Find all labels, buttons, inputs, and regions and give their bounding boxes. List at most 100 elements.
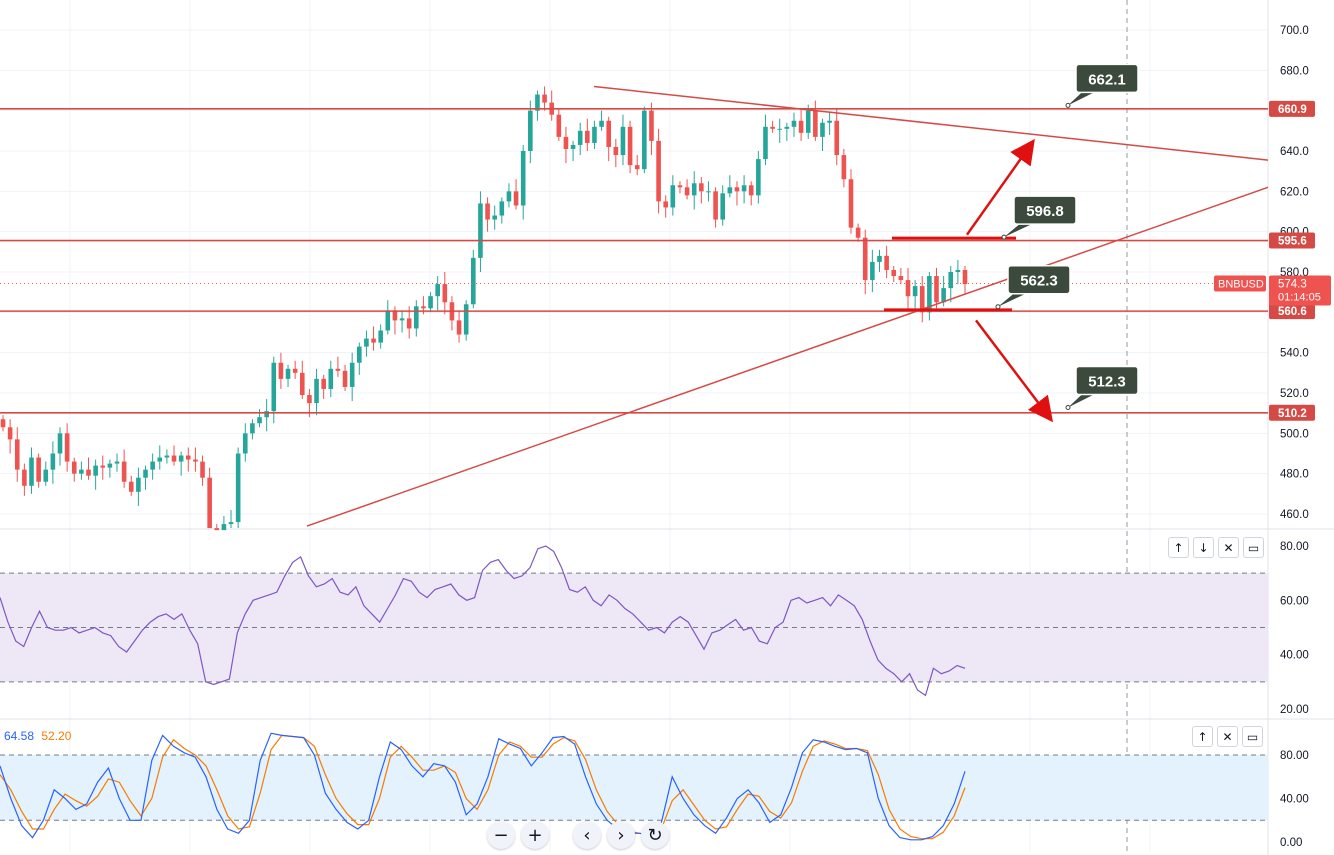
candle-body: [107, 463, 113, 468]
candle-body: [22, 469, 27, 486]
candle-body: [570, 144, 576, 149]
stoch-panel-buttons: ↑ ✕ ▭: [1192, 726, 1263, 747]
candle-body: [285, 368, 291, 379]
candle-body: [242, 433, 248, 454]
candle-body: [150, 461, 155, 470]
close-icon[interactable]: ✕: [1217, 726, 1238, 747]
candle-body: [535, 94, 540, 111]
rsi-tick-label: 20.00: [1280, 704, 1309, 716]
callout-dot: [1065, 405, 1071, 411]
candle-body: [727, 187, 733, 194]
price-tick-label: 480.0: [1280, 469, 1309, 481]
candle-body: [784, 126, 790, 129]
candle-body: [948, 272, 954, 289]
scroll-forward-button[interactable]: ›: [607, 821, 635, 849]
candle-body: [278, 362, 284, 379]
candle-body: [805, 110, 811, 133]
candle-body: [221, 524, 227, 531]
candle-body: [463, 304, 469, 335]
level-price-badge: [1269, 100, 1315, 117]
callout-pointer: [1068, 90, 1098, 106]
candle-body: [349, 362, 355, 387]
stoch-tick-label: 0.00: [1280, 837, 1302, 849]
candle-body: [841, 155, 847, 180]
rsi-tick-label: 60.00: [1280, 595, 1309, 607]
callout-pointer: [1004, 222, 1036, 238]
candle-body: [207, 477, 212, 529]
stoch-tick-label: 80.00: [1280, 750, 1309, 762]
scroll-back-button[interactable]: ‹: [573, 821, 601, 849]
level-price-label: 595.6: [1278, 236, 1307, 248]
zoom-in-button[interactable]: +: [521, 821, 549, 849]
arrow-up-icon[interactable]: ↑: [1168, 537, 1189, 558]
callout-label: 562.3: [1020, 273, 1058, 290]
candle-body: [798, 120, 804, 133]
symbol-badge: [1214, 275, 1266, 292]
candle-body: [71, 461, 77, 474]
candle-body: [257, 417, 262, 424]
candle-body: [328, 368, 334, 389]
candle-body: [563, 136, 569, 149]
callout-dot: [1065, 102, 1071, 108]
candle-body: [235, 453, 241, 523]
candle-body: [378, 330, 383, 343]
candle-body: [898, 276, 904, 281]
arrow-up-icon[interactable]: ↑: [1192, 726, 1213, 747]
candle-body: [143, 469, 148, 478]
callouts: 662.1 596.8 562.3 512.3: [995, 63, 1139, 411]
candle-body: [634, 165, 640, 170]
candle-body: [870, 261, 875, 281]
level-price-label: 510.2: [1278, 408, 1307, 420]
candle-body: [777, 128, 783, 130]
candle-body: [121, 461, 127, 482]
callout-pointer: [1068, 392, 1098, 408]
candle-body: [471, 257, 476, 305]
candle-body: [185, 455, 191, 460]
stoch-lines: [0, 732, 966, 841]
candle-body: [342, 370, 348, 387]
maximize-icon[interactable]: ▭: [1243, 537, 1264, 558]
candle-body: [228, 522, 234, 525]
arrows: [965, 138, 1054, 423]
reset-button[interactable]: ↻: [641, 821, 669, 849]
price-tick-label: 500.0: [1280, 428, 1309, 440]
candle-body: [456, 320, 462, 335]
level-price-badge: [1269, 232, 1315, 249]
candle-body: [520, 151, 526, 206]
candle-body: [499, 201, 505, 216]
price-tick-label: 520.0: [1280, 388, 1309, 400]
candle-body: [670, 185, 676, 208]
candle-body: [912, 286, 918, 297]
candle-body: [620, 126, 626, 156]
candle-body: [962, 269, 968, 285]
maximize-icon[interactable]: ▭: [1242, 726, 1263, 747]
candle-body: [763, 126, 768, 160]
down-arrow: [975, 319, 1054, 423]
candle-body: [0, 419, 6, 428]
candle-body: [855, 227, 861, 238]
stoch-d-value: 52.20: [41, 729, 72, 743]
callout-pointer: [998, 291, 1030, 307]
candle-body: [691, 183, 697, 196]
candle-body: [478, 203, 483, 258]
candle-body: [14, 439, 20, 470]
candle-body: [706, 191, 711, 193]
candle-body: [862, 237, 868, 281]
candle-body: [891, 269, 897, 277]
stoch-k-line: [0, 732, 966, 841]
candle-body: [43, 469, 49, 482]
rsi-tick-label: 40.00: [1280, 650, 1309, 662]
stoch-legend: 64.58 52.20: [4, 729, 71, 743]
arrow-down-icon[interactable]: ↓: [1193, 537, 1214, 558]
close-icon[interactable]: ✕: [1218, 537, 1239, 558]
price-tick-label: 640.0: [1280, 146, 1309, 158]
candle-body: [506, 191, 512, 202]
candle-body: [385, 310, 391, 331]
candle-body: [29, 457, 34, 486]
candle-body: [7, 427, 13, 440]
candle-body: [321, 378, 326, 389]
zoom-out-button[interactable]: −: [487, 821, 515, 849]
candle-body: [813, 110, 818, 137]
